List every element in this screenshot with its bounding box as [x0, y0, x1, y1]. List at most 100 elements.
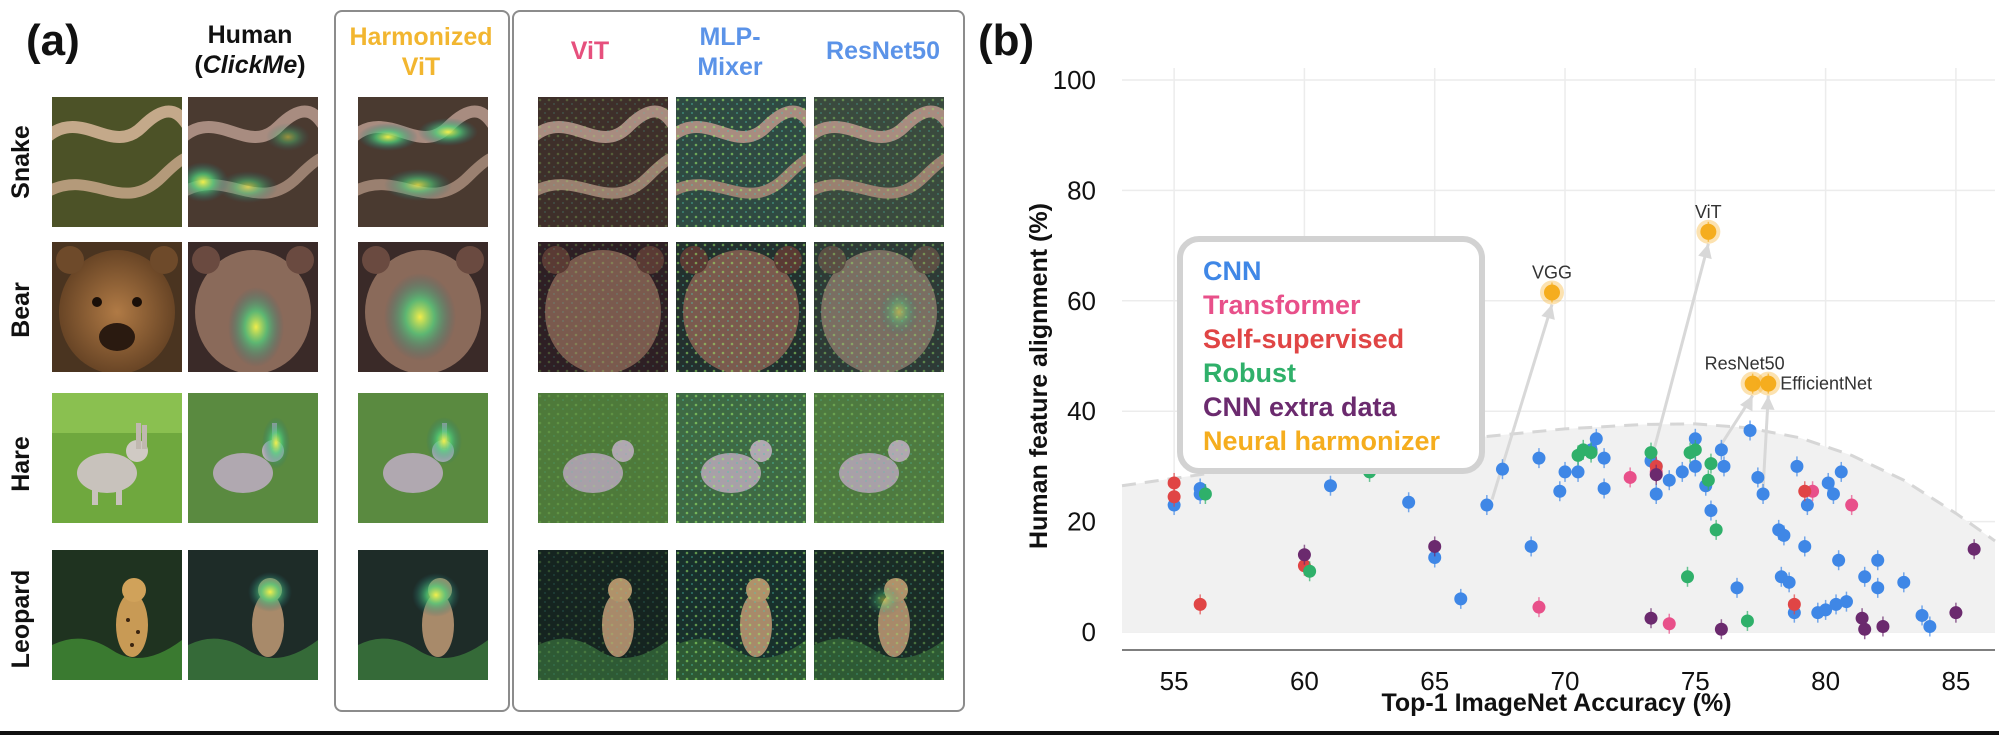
thumb-leopard-mlp	[676, 550, 806, 680]
y-tick-label: 80	[1067, 175, 1096, 205]
scatter-point-cnn	[1323, 479, 1337, 493]
scatter-point-cnn	[1495, 462, 1509, 476]
scatter-point-transformer	[1845, 498, 1859, 512]
thumb-bear-original	[52, 242, 182, 372]
scatter-point-cnn	[1524, 539, 1538, 553]
scatter-point-cnn-extra-data	[1644, 611, 1658, 625]
scatter-point-cnn	[1402, 495, 1416, 509]
scatter-point-cnn	[1800, 498, 1814, 512]
scatter-point-robust	[1688, 443, 1702, 457]
scatter-point-cnn-extra-data	[1967, 542, 1981, 556]
y-tick-label: 60	[1067, 286, 1096, 316]
scatter-point-cnn	[1704, 504, 1718, 518]
scatter-point-self-supervised	[1167, 476, 1181, 490]
header-vit: ViT	[570, 37, 610, 65]
scatter-point-cnn	[1832, 553, 1846, 567]
thumb-hare-original	[52, 393, 182, 523]
scatter-point-cnn-extra-data	[1649, 468, 1663, 482]
thumb-hare-mlp	[676, 393, 806, 523]
y-tick-label: 20	[1067, 507, 1096, 537]
scatter-point-cnn	[1915, 608, 1929, 622]
harmonizer-label: ResNet50	[1705, 354, 1785, 374]
scatter-point-cnn	[1597, 451, 1611, 465]
scatter-point-cnn-extra-data	[1855, 611, 1869, 625]
thumb-hare-harmonized	[358, 393, 488, 523]
scatter-point-cnn	[1777, 528, 1791, 542]
scatter-point-cnn	[1819, 603, 1833, 617]
harmonizer-arrow	[1649, 243, 1710, 462]
thumb-hare-human	[188, 393, 318, 523]
scatter-point-robust	[1709, 523, 1723, 537]
legend-item-robust: Robust	[1203, 358, 1296, 388]
scatter-point-cnn	[1798, 539, 1812, 553]
x-axis-label: Top-1 ImageNet Accuracy (%)	[1381, 689, 1731, 717]
scatter-point-cnn-extra-data	[1858, 622, 1872, 636]
legend-item-cnn: CNN	[1203, 256, 1262, 286]
x-tick-label: 65	[1420, 666, 1449, 696]
scatter-point-cnn	[1649, 487, 1663, 501]
scatter-point-cnn	[1782, 575, 1796, 589]
chart-legend: CNN Transformer Self-supervised Robust CNN e…	[1177, 236, 1485, 474]
header-resnet50: ResNet50	[826, 37, 940, 65]
x-tick-label: 80	[1811, 666, 1840, 696]
harmonizer-arrowhead	[1760, 395, 1775, 410]
scatter-point-cnn-extra-data	[1876, 619, 1890, 633]
scatter-point-robust	[1303, 564, 1317, 578]
scatter-point-cnn	[1428, 550, 1442, 564]
scatter-point-self-supervised	[1193, 597, 1207, 611]
thumb-snake-resnet	[814, 97, 944, 227]
legend-item-transformer: Transformer	[1203, 290, 1361, 320]
scatter-point-cnn	[1826, 487, 1840, 501]
scatter-point-cnn	[1688, 459, 1702, 473]
harmonizer-label: EfficientNet	[1780, 374, 1872, 394]
thumb-bear-mlp	[676, 242, 806, 372]
scatter-point-cnn	[1730, 581, 1744, 595]
thumb-snake-mlp	[676, 97, 806, 227]
header-mlp-mixer: MLP-Mixer	[697, 23, 763, 81]
scatter-point-cnn	[1714, 443, 1728, 457]
thumb-bear-human	[188, 242, 318, 372]
thumb-leopard-harmonized	[358, 550, 488, 680]
thumb-leopard-human	[188, 550, 318, 680]
thumb-leopard-resnet	[814, 550, 944, 680]
scatter-point-cnn	[1829, 597, 1843, 611]
harmonizer-arrowhead	[1740, 395, 1753, 412]
y-tick-label: 40	[1067, 396, 1096, 426]
scatter-point-neural-harmonizer	[1543, 284, 1560, 301]
scatter-point-cnn	[1743, 424, 1757, 438]
thumb-bear-resnet	[814, 242, 944, 372]
harmonizer-arrow	[1761, 395, 1770, 489]
scatter-point-cnn	[1571, 465, 1585, 479]
scatter-point-robust	[1680, 570, 1694, 584]
scatter-point-cnn	[1688, 432, 1702, 446]
scatter-point-cnn	[1717, 459, 1731, 473]
scatter-point-robust	[1701, 473, 1715, 487]
scatter-point-robust	[1740, 614, 1754, 628]
scatter-point-transformer	[1662, 617, 1676, 631]
scatter-point-cnn	[1923, 619, 1937, 633]
harmonizer-label: VGG	[1532, 263, 1572, 283]
thumb-bear-vit	[538, 242, 668, 372]
x-tick-label: 55	[1160, 666, 1189, 696]
scatter-point-cnn	[1858, 570, 1872, 584]
scatter-point-transformer	[1623, 470, 1637, 484]
legend-item-neural-harmonizer: Neural harmonizer	[1203, 426, 1441, 456]
scatter-point-cnn	[1662, 473, 1676, 487]
y-tick-label: 100	[1053, 65, 1096, 95]
scatter-point-cnn	[1871, 581, 1885, 595]
thumb-snake-vit	[538, 97, 668, 227]
y-axis-label: Human feature alignment (%)	[1025, 203, 1053, 549]
scatter-point-cnn	[1756, 487, 1770, 501]
scatter-point-robust	[1584, 446, 1598, 460]
scatter-point-neural-harmonizer	[1760, 375, 1777, 392]
x-tick-label: 75	[1681, 666, 1710, 696]
panel-b-label: (b)	[978, 16, 1035, 65]
scatter-point-cnn-extra-data	[1949, 606, 1963, 620]
scatter-point-neural-harmonizer	[1744, 375, 1761, 392]
scatter-point-cnn	[1834, 465, 1848, 479]
y-tick-label: 0	[1082, 617, 1096, 647]
scatter-point-robust	[1644, 446, 1658, 460]
thumb-hare-vit	[538, 393, 668, 523]
scatter-point-cnn	[1532, 451, 1546, 465]
